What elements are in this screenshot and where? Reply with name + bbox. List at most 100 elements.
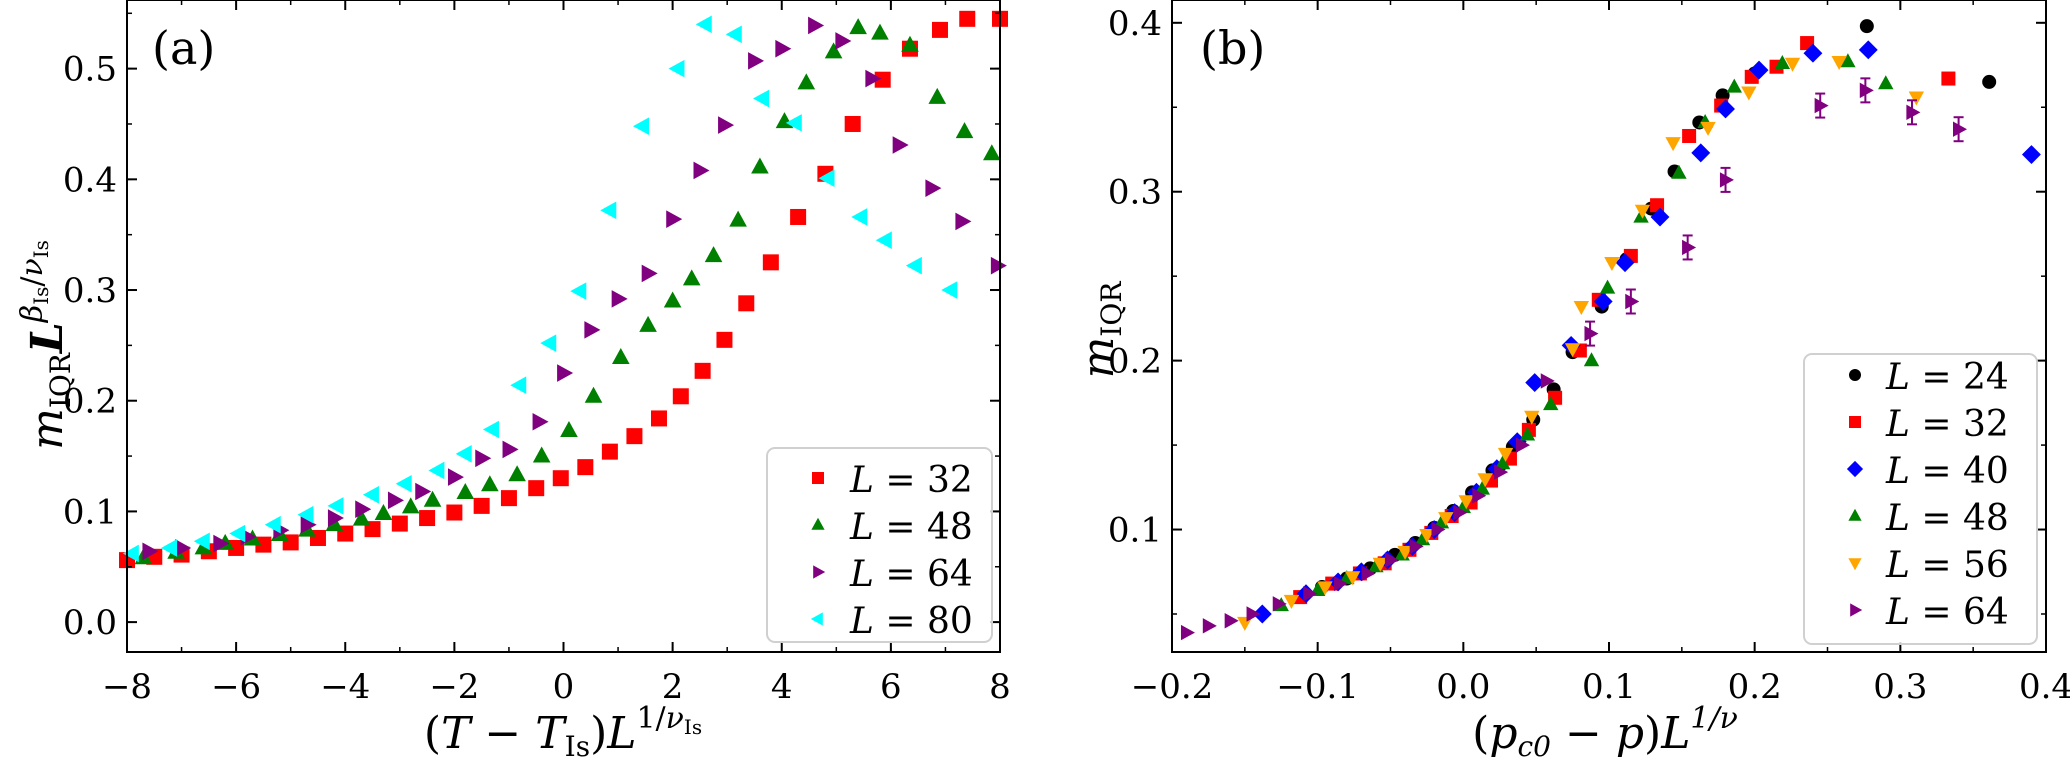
data-point: [1625, 293, 1640, 310]
data-point: [1700, 121, 1716, 136]
data-point: [482, 420, 499, 439]
svg-text:mIQR: mIQR: [1073, 281, 1128, 379]
data-point: [446, 504, 463, 521]
data-point: [925, 179, 942, 197]
data-point: [362, 486, 379, 504]
series-L80: [122, 15, 958, 563]
data-point: [447, 468, 464, 486]
svg-text:mIQRLβIs/νIs: mIQRLβIs/νIs: [15, 240, 77, 450]
y-tick-label: 0.0: [63, 603, 117, 643]
x-tick-label: −2: [429, 667, 479, 707]
data-point: [1953, 121, 1967, 137]
x-tick-label: −6: [211, 667, 261, 707]
xlabel-nu-sub: Is: [684, 715, 702, 739]
data-point: [959, 10, 976, 27]
data-point: [1634, 204, 1651, 219]
xlabel-close: ): [590, 708, 607, 759]
data-point: [1543, 396, 1559, 411]
y-tick-label: 0.5: [63, 50, 117, 90]
data-point: [1272, 596, 1287, 612]
data-point: [704, 246, 723, 263]
data-point: [500, 490, 517, 507]
x-tick-label: 0.2: [1728, 667, 1782, 707]
data-point: [502, 440, 519, 459]
data-point: [851, 208, 868, 226]
data-point: [1252, 604, 1272, 624]
xlabel-b-minus: −: [1551, 708, 1616, 759]
data-point: [1419, 529, 1435, 544]
data-point: [1584, 325, 1599, 342]
data-point: [1431, 521, 1446, 538]
x-tick-label: 4: [771, 667, 793, 707]
data-point: [228, 539, 245, 556]
series-L48: [134, 18, 1001, 565]
data-point: [1372, 557, 1389, 572]
data-point: [718, 116, 735, 134]
xlabel-b-sup: 1/ν: [1690, 701, 1737, 736]
data-point: [729, 210, 747, 227]
data-point: [775, 39, 792, 58]
xlabel-b-L: L: [1660, 708, 1690, 759]
data-point: [1333, 575, 1348, 592]
data-point: [419, 510, 436, 527]
data-point: [725, 25, 742, 44]
data-point: [695, 15, 712, 34]
data-point: [1719, 172, 1734, 188]
legend-marker-L32: [812, 472, 824, 484]
data-point: [1224, 613, 1239, 629]
data-point: [122, 544, 139, 563]
data-point: [785, 114, 802, 132]
data-point: [1397, 545, 1413, 560]
data-point: [374, 504, 393, 521]
data-point: [1749, 60, 1769, 80]
data-point: [1458, 495, 1474, 510]
ylabel-slash: /: [15, 276, 50, 287]
x-tick-label: 0: [553, 667, 575, 707]
data-point: [824, 42, 843, 59]
data-point: [905, 256, 922, 275]
data-point: [928, 87, 947, 104]
data-point: [1691, 143, 1711, 163]
series-L56: [1237, 56, 1925, 631]
data-point: [1726, 78, 1742, 93]
data-point: [1858, 40, 1878, 60]
data-point: [871, 23, 889, 40]
xlabel-b-close: ): [1644, 708, 1661, 759]
legend-marker-L48: [811, 517, 825, 530]
data-point: [990, 256, 1007, 275]
xlabel-b-sub: c0: [1518, 730, 1552, 763]
legend-label-L32: L = 32: [1885, 404, 2009, 445]
ticks-b: −0.2 −0.1 0.0 0.1 0.2 0.3 0.4 0.1 0.2 0.3 0.4: [1108, 0, 2070, 707]
legend-label-L32: L = 32: [849, 460, 973, 501]
data-point: [355, 500, 372, 519]
data-point: [1906, 104, 1921, 121]
data-point: [1859, 19, 1874, 34]
data-point: [738, 295, 755, 312]
data-point: [229, 524, 246, 543]
data-point: [161, 539, 178, 557]
data-point: [1283, 594, 1300, 609]
data-point: [510, 376, 527, 395]
data-point: [849, 18, 867, 35]
data-point: [1878, 75, 1894, 90]
svg-text:(pc0 − p)L1/ν: (pc0 − p)L1/ν: [1472, 701, 1738, 763]
data-point: [352, 509, 371, 526]
legend-marker-L64: [1850, 603, 1863, 617]
data-point: [663, 291, 682, 308]
legend-marker-L40: [1846, 460, 1864, 478]
legend-marker-L64: [813, 565, 826, 579]
data-point: [1409, 538, 1424, 555]
legend-label-L48: L = 48: [849, 507, 973, 548]
data-point: [528, 480, 545, 497]
data-point: [570, 282, 587, 300]
x-axis-label-a: (T − TIs)L1/νIs: [424, 701, 702, 763]
data-point: [473, 497, 490, 514]
x-tick-label: 0.0: [1436, 667, 1490, 707]
data-point: [1583, 352, 1600, 367]
data-point: [682, 269, 701, 286]
data-point: [423, 490, 442, 507]
data-point: [540, 334, 557, 352]
data-point: [532, 446, 551, 463]
ylabel-b-sub: IQR: [1095, 281, 1128, 337]
data-point: [401, 497, 420, 514]
